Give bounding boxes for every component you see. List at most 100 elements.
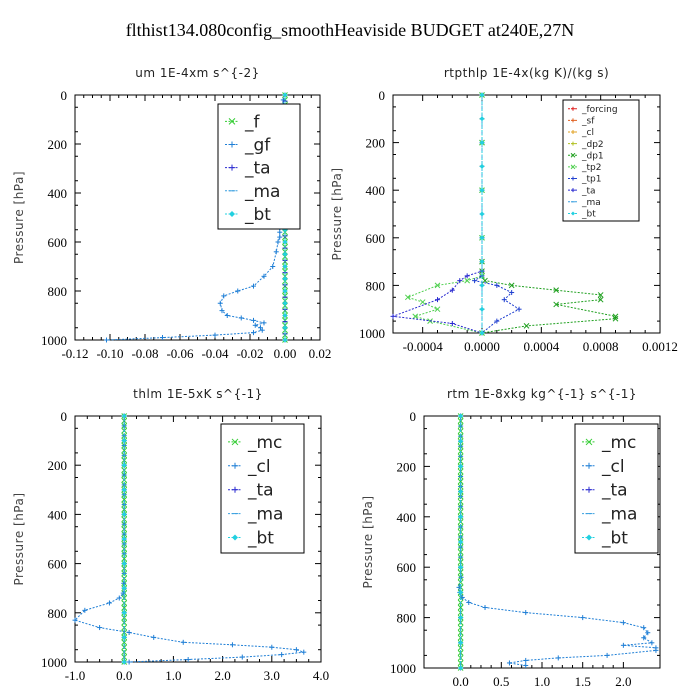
y-tick-label: 0 <box>379 88 386 103</box>
x-tick-label: -0.06 <box>166 346 194 361</box>
data-point <box>553 287 560 294</box>
data-point <box>121 555 128 562</box>
legend-marker <box>571 211 575 216</box>
data-point <box>523 323 530 329</box>
data-point <box>458 514 464 520</box>
y-tick-label: 200 <box>48 458 68 473</box>
data-point <box>479 92 485 98</box>
legend-marker <box>229 210 235 217</box>
data-point <box>121 605 128 611</box>
legend-label: _ta <box>601 481 628 501</box>
data-point <box>121 536 127 542</box>
legend-label: _cl <box>601 457 625 477</box>
x-tick-label: 0.0 <box>452 674 468 689</box>
y-tick-label: 200 <box>48 137 68 152</box>
x-tick-label: 2.0 <box>615 674 631 689</box>
legend-label: _ma <box>247 505 283 525</box>
data-point <box>412 313 419 320</box>
legend-label: _cl <box>247 457 271 477</box>
data-point <box>282 264 288 269</box>
data-point <box>458 640 464 646</box>
x-tick-label: 0.0004 <box>523 339 559 354</box>
y-tick-label: 400 <box>48 186 68 201</box>
legend-label: _ma <box>601 505 637 525</box>
data-point <box>458 665 464 671</box>
panel-title: rtm 1E-8xkg kg^{-1} s^{-1} <box>447 387 637 401</box>
legend-label: _sf <box>581 117 595 127</box>
legend-marker <box>232 534 238 541</box>
y-axis-label: Pressure [hPa] <box>12 171 26 264</box>
data-point <box>121 634 127 640</box>
data-point <box>121 413 127 419</box>
y-tick-label: 600 <box>48 235 68 250</box>
legend-label: _ma <box>244 182 280 202</box>
x-tick-label: -0.04 <box>201 346 229 361</box>
y-axis-label: Pressure [hPa] <box>361 495 375 588</box>
data-point <box>121 659 127 665</box>
data-point <box>282 337 288 343</box>
legend-label: _f <box>244 112 261 132</box>
data-point <box>458 615 464 621</box>
legend: _mc _cl _ta _ma _bt <box>220 423 305 554</box>
legend-label: _ta <box>581 186 596 196</box>
legend-marker <box>231 438 239 446</box>
data-point <box>282 300 288 306</box>
legend-marker <box>570 164 576 170</box>
legend: _mc _cl _ta _ma _bt <box>574 423 659 554</box>
panel-title: rtpthlp 1E-4x(kg K)/(kg s) <box>444 66 609 80</box>
legend-label: _dp1 <box>581 151 604 161</box>
panel-title: um 1E-4xm s^{-2} <box>135 66 259 80</box>
data-point <box>458 463 464 469</box>
data-point <box>479 235 485 241</box>
data-point <box>121 511 127 517</box>
legend-marker <box>228 118 236 125</box>
y-tick-label: 800 <box>48 284 68 299</box>
data-point <box>121 561 127 567</box>
data-point <box>597 296 604 303</box>
panel-4: 0.0 0.5 1.0 1.5 2.0 0 200 400 600 800 1000 rtm 1E-8… <box>361 387 661 689</box>
data-point <box>464 277 471 284</box>
data-point <box>121 496 128 503</box>
x-tick-label: 1.0 <box>534 674 550 689</box>
panel-title: thlm 1E-5xK s^{-1} <box>133 387 263 401</box>
data-point <box>282 251 288 257</box>
legend-marker <box>570 152 576 158</box>
legend-label: _forcing <box>581 105 618 115</box>
y-tick-label: 1000 <box>390 661 416 676</box>
legend-label: _tp1 <box>581 175 601 185</box>
legend-label: _mc <box>601 433 636 453</box>
x-tick-label: 0.0012 <box>642 339 678 354</box>
series-bt <box>121 413 127 665</box>
data-point <box>282 276 288 282</box>
legend-label: _cl <box>581 128 594 138</box>
data-point <box>434 282 441 289</box>
series-line <box>74 416 304 663</box>
data-point <box>458 589 464 595</box>
data-point <box>457 604 464 611</box>
x-tick-label: 1.5 <box>575 674 591 689</box>
series-tp2 <box>404 92 485 336</box>
y-tick-label: 1000 <box>41 333 67 348</box>
data-point <box>457 549 464 555</box>
data-point <box>458 564 464 570</box>
legend-label: _ta <box>244 159 271 179</box>
legend-label: _dp2 <box>581 140 604 150</box>
y-tick-label: 800 <box>397 611 417 626</box>
y-tick-label: 400 <box>366 183 386 198</box>
x-tick-label: 1.0 <box>165 668 181 683</box>
data-point <box>121 462 127 468</box>
y-tick-label: 1000 <box>359 326 385 341</box>
data-point <box>458 438 464 444</box>
data-point <box>597 292 604 298</box>
data-point <box>121 610 127 616</box>
data-point <box>479 330 485 336</box>
y-tick-label: 600 <box>48 557 68 572</box>
data-point <box>434 306 441 313</box>
x-tick-label: 2.0 <box>214 668 230 683</box>
data-point <box>508 282 515 289</box>
legend: _f _gf _ta _ma _bt <box>217 103 301 230</box>
x-tick-label: -0.02 <box>236 346 263 361</box>
x-tick-label: 0.0 <box>116 668 132 683</box>
series-bt <box>458 413 464 671</box>
